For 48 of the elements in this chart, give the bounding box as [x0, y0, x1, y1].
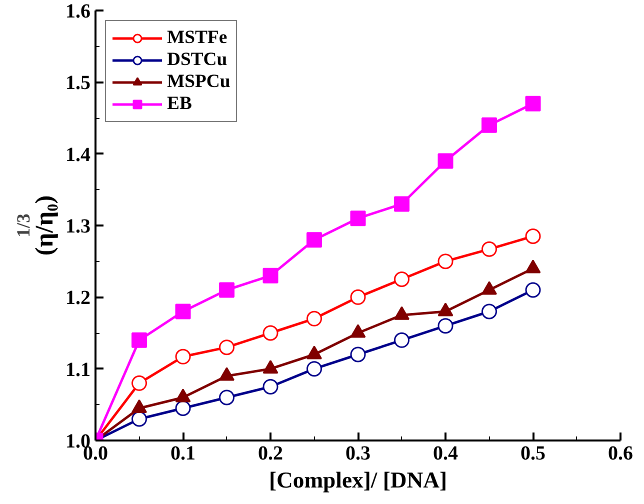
y-tick-label: 1.6 — [66, 0, 90, 22]
x-tick-label: 0.2 — [258, 442, 283, 464]
legend-label: MSTFe — [167, 27, 228, 49]
y-tick-label: 1.4 — [66, 144, 90, 166]
point — [306, 232, 322, 248]
point — [394, 196, 410, 212]
point — [306, 310, 322, 326]
point — [175, 400, 191, 416]
point — [350, 346, 366, 362]
x-tick-label: 0.6 — [608, 442, 633, 464]
point — [350, 289, 366, 305]
point — [132, 411, 147, 427]
point — [438, 254, 454, 270]
point — [525, 96, 541, 112]
point — [306, 361, 322, 377]
x-axis-title: [Complex]/ [DNA] — [268, 468, 448, 492]
point — [482, 304, 497, 320]
point — [262, 325, 278, 341]
legend-label: DSTCu — [167, 49, 228, 71]
x-tick-label: 0.1 — [170, 442, 196, 464]
x-tick-label: 0.5 — [520, 442, 546, 464]
point — [262, 379, 278, 394]
point — [525, 228, 541, 244]
point — [175, 304, 191, 320]
point — [175, 348, 191, 364]
point — [394, 272, 410, 287]
x-tick-label: 0.4 — [433, 442, 458, 464]
y-tick-label: 1.5 — [66, 72, 90, 94]
y-tick-label: 1.2 — [66, 287, 90, 310]
point — [482, 117, 497, 133]
point — [219, 390, 234, 406]
point — [394, 332, 410, 348]
point — [438, 318, 454, 334]
point — [132, 375, 147, 391]
x-tick-label: 0.3 — [346, 442, 370, 464]
y-axis-title: (η/η₀)1/3 — [14, 195, 58, 256]
y-tick-label: 1.1 — [66, 358, 90, 381]
point — [132, 332, 147, 348]
point — [219, 340, 234, 356]
legend-label: MSPCu — [167, 71, 230, 93]
legend-label: EB — [167, 93, 192, 115]
point — [219, 282, 234, 298]
point — [438, 153, 454, 169]
y-tick-label: 1.3 — [66, 216, 90, 238]
point — [525, 282, 541, 298]
point — [482, 241, 497, 257]
point — [262, 268, 278, 284]
point — [350, 210, 366, 226]
